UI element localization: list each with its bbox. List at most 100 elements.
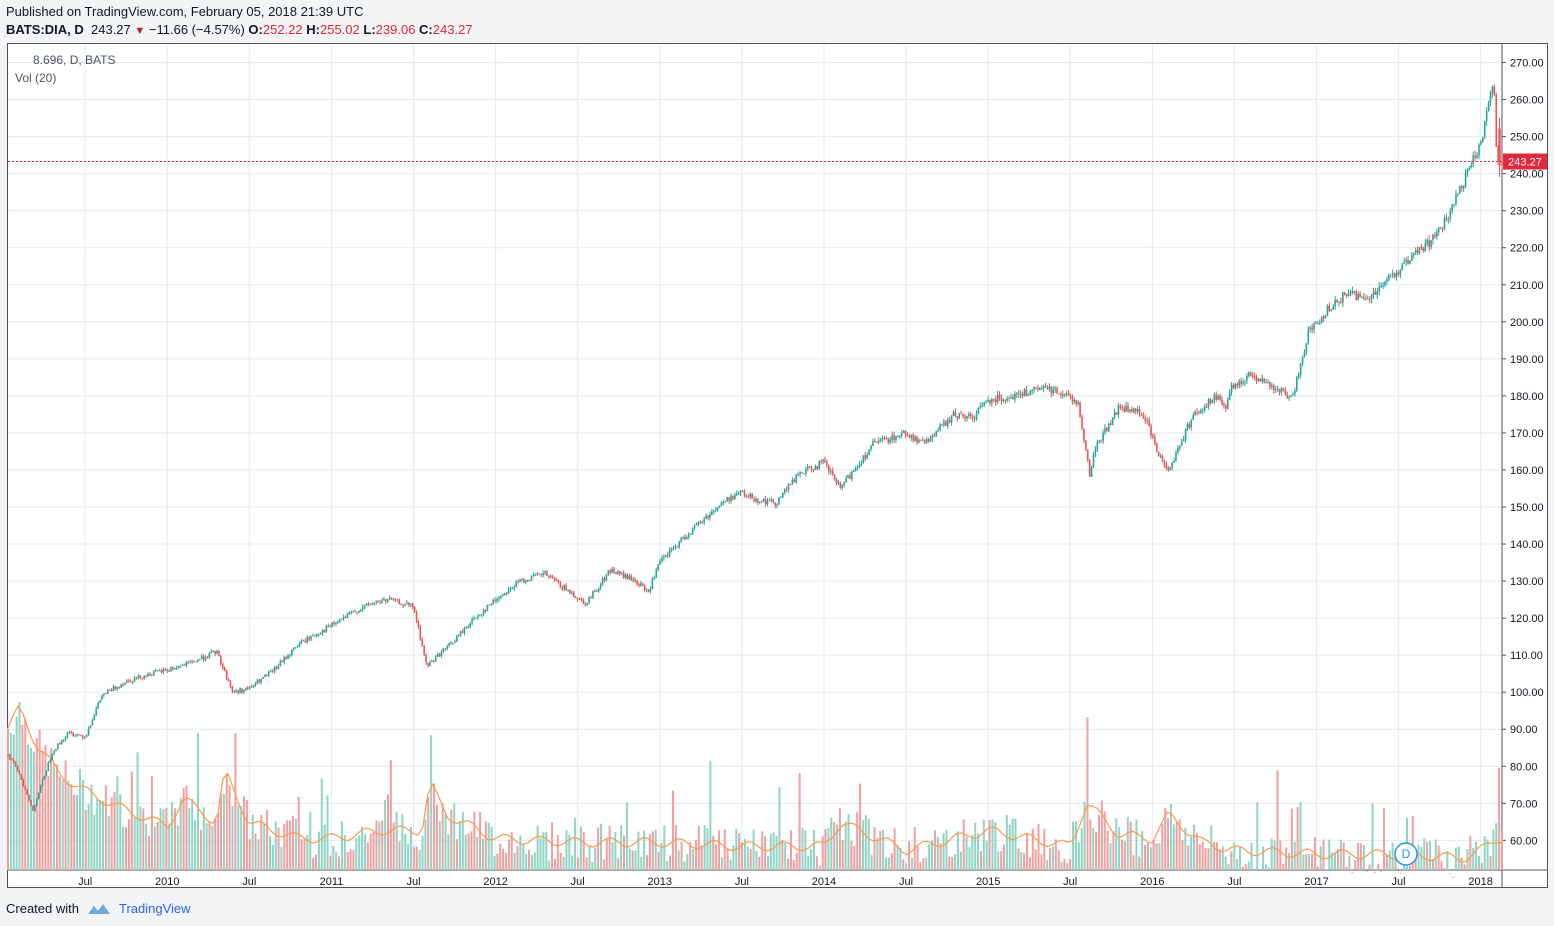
candle-body: [689, 533, 692, 535]
candle-body: [1487, 102, 1490, 112]
candle-body: [74, 735, 76, 737]
candle-body: [580, 598, 583, 600]
candle-body: [622, 572, 625, 578]
candle-body: [638, 584, 640, 586]
volume-bar: [231, 806, 234, 870]
candle-body: [805, 469, 807, 474]
candle-body: [319, 633, 322, 635]
candle-body: [987, 399, 989, 402]
high-label: H:: [306, 22, 320, 37]
volume-bar: [1380, 870, 1383, 872]
candle-body: [260, 678, 262, 683]
volume-bar: [1135, 819, 1138, 870]
volume-bar: [1221, 846, 1224, 870]
volume-bar: [1400, 872, 1403, 874]
candle-body: [914, 436, 916, 441]
volume-bar: [792, 860, 795, 870]
dividend-marker[interactable]: [1394, 842, 1418, 866]
candle-body: [920, 439, 922, 441]
candle-body: [1108, 423, 1110, 431]
volume-bar: [1218, 849, 1221, 870]
candle-body: [1420, 246, 1423, 248]
candle-body: [1284, 390, 1287, 395]
candle-body: [757, 498, 759, 503]
volume-bar: [1495, 823, 1498, 870]
volume-bar: [608, 825, 611, 870]
candle-body: [252, 685, 255, 688]
x-tick-label: 2011: [320, 876, 344, 888]
volume-bar: [21, 724, 24, 870]
candle-body: [860, 463, 863, 465]
candle-body: [1058, 393, 1060, 395]
candle-body: [549, 575, 552, 577]
volume-bar: [1299, 801, 1302, 870]
candle-body: [1023, 389, 1026, 396]
volume-bar: [1051, 846, 1054, 870]
volume-bar: [861, 820, 864, 870]
candle-body: [1155, 443, 1158, 452]
volume-bar: [1463, 864, 1466, 870]
candle-body: [636, 581, 638, 585]
candle-body: [181, 664, 184, 666]
volume-bar: [821, 836, 824, 870]
volume-bar: [939, 843, 942, 870]
volume-bar: [1017, 848, 1020, 870]
candle-body: [561, 587, 564, 590]
volume-bar: [1233, 842, 1236, 870]
volume-bar: [254, 833, 257, 870]
candle-body: [396, 599, 399, 601]
chart-pane[interactable]: [7, 43, 1548, 888]
candle-body: [454, 641, 456, 643]
volume-bar: [1190, 836, 1193, 870]
volume-bar: [81, 779, 84, 870]
candle-body: [862, 455, 865, 464]
candle-body: [375, 601, 378, 603]
volume-bar: [1501, 828, 1503, 870]
volume-bar: [510, 831, 513, 870]
volume-bar: [133, 817, 136, 870]
candle-body: [317, 634, 320, 636]
volume-bar: [361, 826, 364, 870]
candle-body: [325, 626, 328, 632]
candle-body: [300, 640, 303, 644]
candle-body: [1083, 428, 1085, 441]
candle-body: [467, 627, 470, 628]
volume-bar: [838, 807, 841, 870]
candle-body: [661, 558, 663, 562]
candle-body: [1052, 389, 1055, 394]
candle-body: [415, 611, 418, 621]
candle-body: [197, 660, 199, 662]
volume-bar: [185, 785, 188, 870]
candle-body: [39, 785, 42, 793]
candle-body: [1460, 186, 1463, 189]
volume-bar: [1334, 853, 1337, 870]
candle-body: [477, 615, 479, 618]
volume-bar: [1161, 823, 1164, 870]
candle-body: [1361, 297, 1363, 299]
volume-bar: [1072, 821, 1075, 870]
volume-bar: [196, 733, 199, 870]
candle-body: [358, 610, 360, 613]
volume-bar: [1276, 770, 1279, 870]
volume-bar: [208, 821, 211, 870]
candle-body: [716, 506, 719, 511]
candle-body: [1470, 164, 1473, 168]
candle-body: [423, 646, 425, 655]
volume-bar: [243, 796, 246, 870]
candle-body: [843, 482, 845, 485]
candle-body: [586, 603, 588, 605]
candle-body: [1426, 240, 1429, 244]
tradingview-brand-link[interactable]: TradingView: [118, 901, 191, 916]
candle-body: [266, 674, 268, 676]
volume-bar: [683, 861, 686, 870]
candle-body: [998, 394, 1001, 399]
volume-bar: [323, 824, 326, 870]
volume-bar: [516, 846, 519, 870]
candle-body: [1152, 435, 1154, 438]
candle-body: [1301, 357, 1304, 364]
candle-body: [1493, 86, 1496, 95]
volume-bar: [320, 778, 323, 870]
candle-body: [133, 677, 136, 682]
volume-bar: [427, 796, 430, 870]
